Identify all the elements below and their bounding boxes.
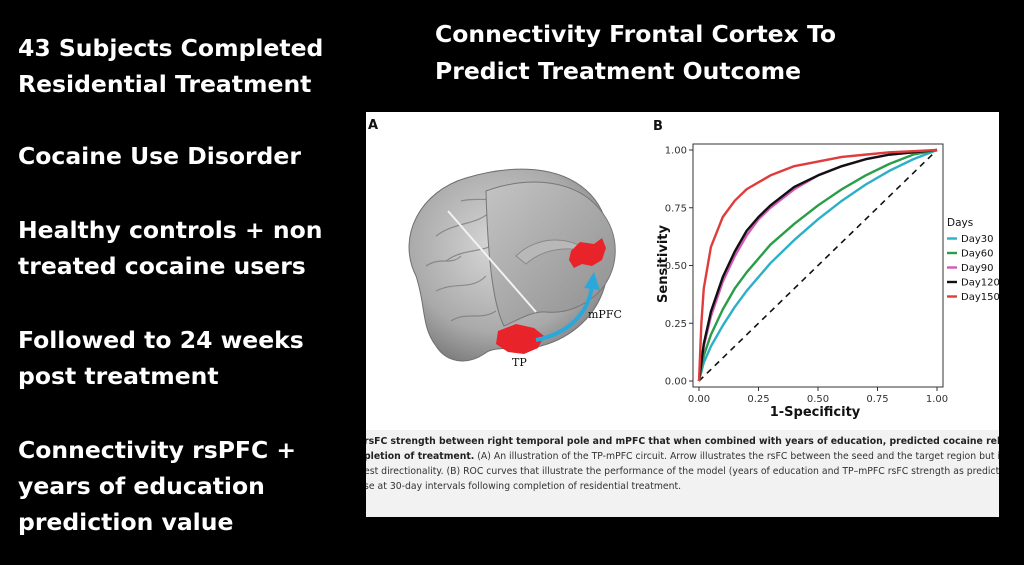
caption-line-2-rest: (A) An illustration of the TP-mPFC circu…	[477, 451, 999, 462]
x-tick-label: 0.50	[807, 394, 829, 405]
dividing-line	[447, 210, 537, 313]
panel-a-letter: A	[368, 118, 379, 133]
bullet-connectivity-line2: years of education	[18, 472, 265, 500]
legend-label-day120: Day120	[961, 278, 999, 289]
bullet-subjects-line1: 43 Subjects Completed	[18, 34, 324, 62]
caption-line-3: est directionality. (B) ROC curves that …	[366, 466, 999, 477]
y-tick-label: 0.00	[665, 377, 687, 388]
panel-b-letter: B	[653, 119, 663, 134]
series-line-day150	[697, 148, 938, 382]
bullet-controls-line2: treated cocaine users	[18, 252, 306, 280]
legend-label-day90: Day90	[961, 263, 993, 274]
figure-caption: rsFC strength between right temporal pol…	[366, 430, 999, 517]
bullet-connectivity-line3: prediction value	[18, 508, 234, 536]
bullet-controls-line1: Healthy controls + non	[18, 216, 323, 244]
y-axis-label: Sensitivity	[656, 225, 671, 303]
connectivity-arrow	[535, 285, 594, 342]
legend-title: Days	[947, 217, 973, 229]
series-line-day120	[697, 148, 938, 382]
series-line-day60	[697, 148, 938, 382]
connectivity-arrowhead	[584, 272, 600, 290]
bullet-subjects: 43 Subjects Completed Residential Treatm…	[18, 30, 363, 102]
bullet-connectivity-line1: Connectivity rsPFC +	[18, 436, 297, 464]
y-tick-label: 0.25	[665, 319, 687, 330]
x-tick-label: 0.00	[688, 394, 710, 405]
y-tick-label: 1.00	[665, 146, 687, 157]
bullet-disorder-line1: Cocaine Use Disorder	[18, 142, 301, 170]
mpfc-region	[569, 238, 606, 268]
slide-title-line2: Predict Treatment Outcome	[435, 57, 802, 85]
roc-chart: B 0.00 0.25 0.50 0.75 1.00 0.00 0.25 0.50 0.75 1.…	[653, 119, 999, 420]
panel-a: mPFC TP A	[366, 116, 648, 406]
caption-line-2-bold: pletion of treatment.	[366, 451, 475, 462]
x-tick-label: 0.75	[866, 394, 888, 405]
caption-line-1: rsFC strength between right temporal pol…	[366, 436, 999, 447]
slide-title: Connectivity Frontal Cortex To Predict T…	[435, 16, 995, 90]
legend-label-day150: Day150	[961, 292, 999, 303]
series-line-day30	[697, 148, 938, 382]
brain-medial-hemisphere	[485, 181, 616, 327]
panel-b: B 0.00 0.25 0.50 0.75 1.00 0.00 0.25 0.50 0.75 1.…	[649, 116, 999, 424]
y-tick-label: 0.50	[665, 261, 687, 272]
bullet-followup: Followed to 24 weeks post treatment	[18, 322, 363, 394]
bullet-controls: Healthy controls + non treated cocaine u…	[18, 212, 363, 284]
legend-label-day30: Day30	[961, 234, 993, 245]
label-mpfc: mPFC	[588, 308, 622, 321]
bullet-disorder: Cocaine Use Disorder	[18, 138, 363, 174]
caption-line-4: se at 30-day intervals following complet…	[366, 481, 682, 492]
label-tp: TP	[512, 356, 527, 369]
reference-diagonal	[698, 149, 938, 382]
bullet-subjects-line2: Residential Treatment	[18, 70, 312, 98]
brain-illustration: mPFC TP	[408, 168, 622, 369]
y-tick-label: 0.75	[665, 203, 687, 214]
figure: mPFC TP A B 0.00 0.25 0.50 0.75 1.00 0.00 0.25…	[366, 112, 999, 517]
bullet-followup-line2: post treatment	[18, 362, 219, 390]
bullet-connectivity: Connectivity rsPFC + years of education …	[18, 432, 363, 540]
legend-label-day60: Day60	[961, 249, 993, 260]
slide-title-line1: Connectivity Frontal Cortex To	[435, 20, 837, 48]
x-tick-label: 0.25	[747, 394, 769, 405]
x-axis-label: 1-Specificity	[770, 405, 861, 420]
tp-region	[496, 324, 544, 354]
caption-line-2: pletion of treatment. (A) An illustratio…	[366, 449, 999, 464]
bullet-followup-line1: Followed to 24 weeks	[18, 326, 304, 354]
x-tick-label: 1.00	[926, 394, 948, 405]
